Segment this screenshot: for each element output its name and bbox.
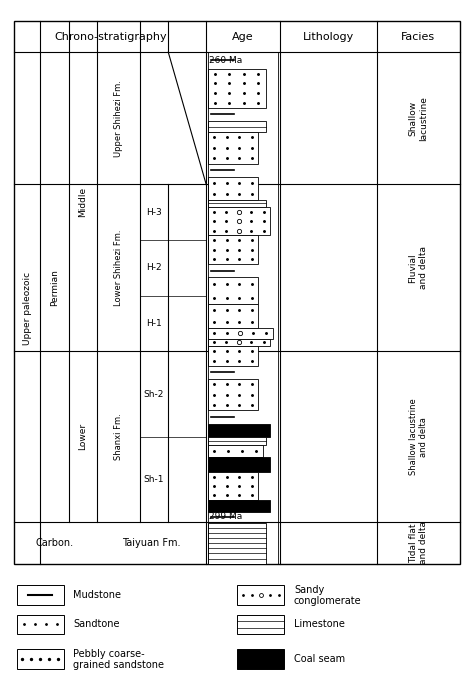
Text: Shallow
lacustrine: Shallow lacustrine [409, 96, 428, 141]
Bar [208, 523, 265, 564]
Text: Lower: Lower [79, 423, 87, 450]
Bar [208, 235, 258, 264]
Bar [208, 177, 258, 200]
Text: Tidal flat
and delta: Tidal flat and delta [409, 521, 428, 564]
Bar [14, 21, 460, 564]
Text: 260 Ma: 260 Ma [209, 56, 242, 65]
Text: Pebbly coarse-: Pebbly coarse- [73, 649, 145, 658]
Text: Sh-1: Sh-1 [144, 475, 164, 484]
Text: 299 Ma: 299 Ma [209, 512, 242, 521]
Text: Permian: Permian [50, 269, 59, 306]
Bar [208, 304, 258, 329]
Text: Coal seam: Coal seam [294, 654, 345, 664]
Text: conglomerate: conglomerate [294, 596, 362, 606]
Text: Fluvial
and delta: Fluvial and delta [409, 246, 428, 290]
Text: Age: Age [232, 31, 254, 42]
Text: Carbon.: Carbon. [36, 538, 73, 548]
Bar [208, 457, 270, 472]
Bar [237, 615, 284, 634]
Bar [208, 437, 265, 445]
Text: Middle: Middle [79, 187, 87, 217]
Bar [208, 132, 258, 164]
Text: grained sandstone: grained sandstone [73, 660, 164, 670]
Text: Chrono-stratigraphy: Chrono-stratigraphy [54, 31, 166, 42]
Text: H-3: H-3 [146, 208, 162, 216]
Text: H-1: H-1 [146, 319, 162, 328]
Text: Taiyuan Fm.: Taiyuan Fm. [122, 538, 181, 548]
Bar [17, 615, 64, 634]
Bar [17, 585, 64, 605]
Bar [208, 472, 258, 500]
Bar [208, 329, 273, 339]
Bar [237, 585, 284, 605]
Bar [208, 379, 258, 411]
Text: Shallow lacustrine
and delta: Shallow lacustrine and delta [409, 398, 428, 475]
Bar [208, 339, 270, 346]
Bar [208, 277, 258, 304]
Bar [208, 121, 265, 132]
Text: Sandy: Sandy [294, 585, 324, 594]
Text: Lower Shihezi Fm.: Lower Shihezi Fm. [114, 230, 123, 306]
Text: 270 Ma: 270 Ma [209, 342, 242, 350]
Text: Upper paleozoic: Upper paleozoic [23, 271, 32, 345]
Bar [208, 69, 265, 108]
Text: Shanxi Fm.: Shanxi Fm. [114, 413, 123, 460]
Text: Mudstone: Mudstone [73, 590, 121, 600]
Text: Limestone: Limestone [294, 619, 345, 629]
Bar [208, 346, 258, 365]
Bar [208, 424, 270, 437]
Text: Lithology: Lithology [302, 31, 354, 42]
Bar [208, 52, 278, 564]
Bar [237, 649, 284, 669]
Text: Facies: Facies [401, 31, 435, 42]
Text: Upper Shihezi Fm.: Upper Shihezi Fm. [114, 80, 123, 157]
Bar [208, 445, 263, 457]
Text: H-2: H-2 [146, 264, 162, 272]
Bar [208, 207, 270, 235]
Bar [208, 200, 265, 207]
Text: Sandtone: Sandtone [73, 619, 120, 629]
Bar [17, 649, 64, 669]
Text: Sh-2: Sh-2 [144, 390, 164, 399]
Bar [208, 500, 270, 512]
